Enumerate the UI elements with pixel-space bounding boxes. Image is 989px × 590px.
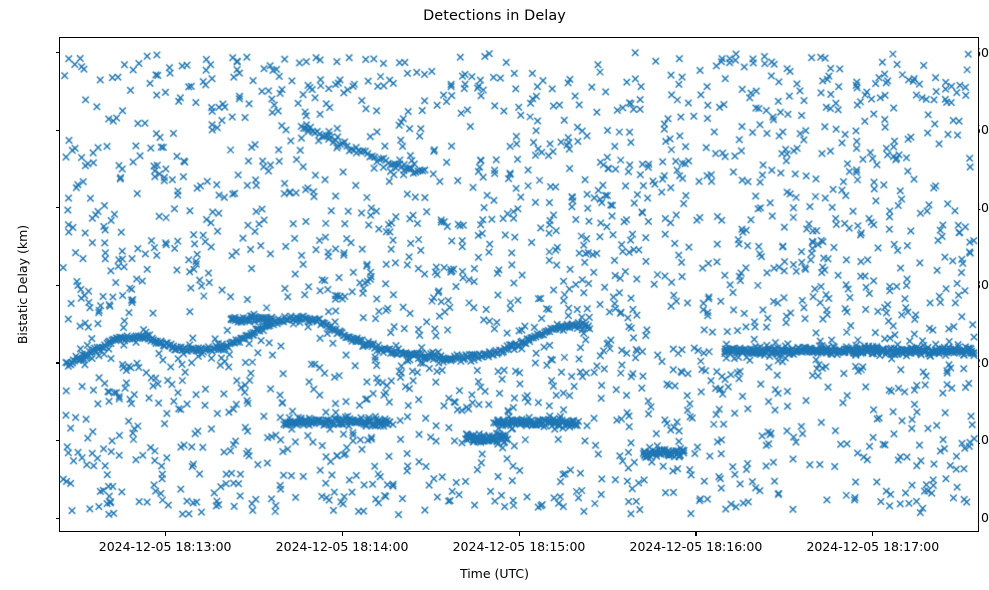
y-tick-mark <box>55 52 59 54</box>
plot-area <box>59 37 979 532</box>
x-tick-label: 2024-12-05 18:13:00 <box>98 539 232 554</box>
x-tick-mark <box>164 532 166 536</box>
x-tick-label: 2024-12-05 18:14:00 <box>275 539 409 554</box>
y-axis-label: Bistatic Delay (km) <box>15 224 30 345</box>
scatter-points-layer <box>60 38 978 531</box>
x-tick-mark <box>341 532 343 536</box>
y-tick-label: 0 <box>981 510 989 526</box>
x-tick-mark <box>518 532 520 536</box>
x-tick-label: 2024-12-05 18:17:00 <box>806 539 940 554</box>
y-tick-mark <box>55 439 59 442</box>
y-tick-mark <box>55 517 59 519</box>
x-tick-mark <box>872 532 874 536</box>
y-tick-mark <box>55 129 59 131</box>
page-title: Detections in Delay <box>423 8 566 24</box>
x-tick-label: 2024-12-05 18:15:00 <box>452 539 586 554</box>
y-tick-mark <box>55 362 59 364</box>
y-tick-mark <box>55 207 59 209</box>
x-tick-label: 2024-12-05 18:16:00 <box>629 539 763 554</box>
y-tick-mark <box>55 284 59 286</box>
x-tick-mark <box>695 532 697 536</box>
x-axis-label: Time (UTC) <box>459 566 530 581</box>
